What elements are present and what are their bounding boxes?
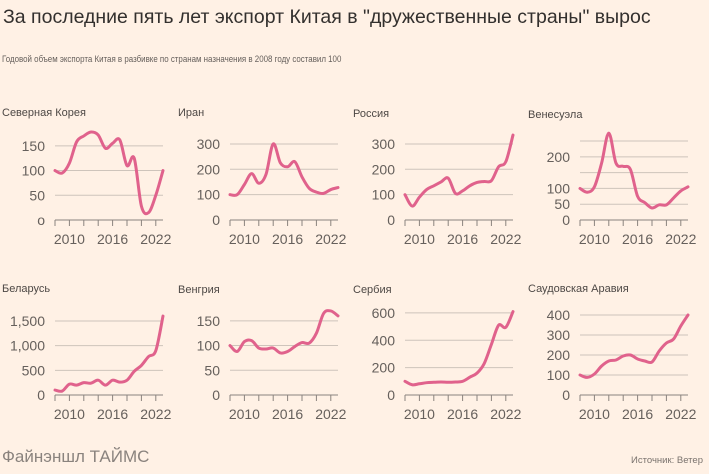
x-tick-label: 2022 [140, 231, 171, 247]
y-tick-label: 0 [387, 387, 395, 403]
y-tick-label: 0 [562, 212, 570, 228]
y-tick-label: 100 [372, 187, 396, 203]
x-tick-label: 2022 [490, 231, 521, 247]
source-note: Источник: Ветер [631, 455, 703, 466]
x-tick-label: 2022 [490, 406, 521, 422]
y-tick-label: 200 [372, 360, 396, 376]
y-tick-label: 100 [547, 367, 571, 383]
x-tick-label: 2016 [272, 231, 303, 247]
x-tick-label: 2010 [579, 406, 610, 422]
chart-panel: Россия 2010 2016 2022 0 100 200 300 [353, 108, 522, 247]
x-tick-label: 2010 [229, 406, 260, 422]
chart-subtitle: Годовой объем экспорта Китая в разбивке … [2, 54, 342, 64]
chart-panel: Венгрия 2010 2016 2022 0 50 100 150 [178, 284, 347, 422]
panel-title: Венесуэла [528, 109, 583, 121]
panel-title: Саудовская Аравия [528, 283, 629, 295]
y-tick-label: 150 [22, 138, 46, 154]
brand-logo-text: Файнэншл ТАЙМС [2, 447, 150, 466]
x-tick-label: 2016 [447, 406, 478, 422]
x-tick-label: 2022 [315, 406, 346, 422]
panel-title: Беларусь [2, 283, 50, 295]
y-tick-label: 50 [554, 196, 570, 212]
y-tick-label: 200 [372, 161, 396, 177]
panel-title: Северная Корея [2, 107, 86, 119]
x-tick-label: 2016 [622, 406, 653, 422]
y-tick-label: 300 [197, 136, 221, 152]
series-line [53, 314, 165, 393]
chart-panel: Иран 2010 2016 2022 0 100 200 300 [178, 107, 347, 247]
y-tick-label: 50 [204, 362, 220, 378]
x-tick-label: 2016 [97, 231, 128, 247]
y-tick-label: 300 [547, 327, 571, 343]
y-tick-label: 0 [212, 387, 220, 403]
y-tick-label: o [37, 212, 45, 228]
panel-title: Сербия [353, 284, 392, 296]
y-tick-label: 1,000 [10, 338, 45, 354]
x-tick-label: 2016 [97, 406, 128, 422]
y-tick-label: 200 [547, 149, 571, 165]
y-tick-label: 0 [37, 387, 45, 403]
y-tick-label: 400 [547, 307, 571, 323]
chart-panel: Саудовская Аравия 2010 2016 2022 0 100 200 300 4… [528, 283, 697, 422]
y-tick-label: 0 [562, 387, 570, 403]
x-tick-label: 2016 [272, 406, 303, 422]
series-line [403, 133, 515, 208]
y-tick-label: 400 [372, 332, 396, 348]
series-line [403, 310, 515, 387]
y-tick-label: 300 [372, 136, 396, 152]
series-line [53, 130, 165, 216]
y-tick-label: 100 [22, 163, 46, 179]
x-tick-label: 2010 [54, 231, 85, 247]
y-tick-label: 200 [547, 347, 571, 363]
chart-title: За последние пять лет экспорт Китая в "д… [3, 6, 651, 28]
y-tick-label: 500 [22, 362, 46, 378]
x-tick-label: 2022 [665, 406, 696, 422]
y-tick-label: 1,500 [10, 313, 45, 329]
y-tick-label: 600 [372, 305, 396, 321]
panel-title: Иран [178, 107, 204, 119]
panel-title: Россия [353, 108, 389, 120]
y-tick-label: 0 [387, 212, 395, 228]
series-line [228, 142, 340, 197]
y-tick-label: 200 [197, 161, 221, 177]
series-line [578, 131, 690, 210]
y-tick-label: 150 [197, 313, 221, 329]
chart-panel: Сербия 2010 2016 2022 0 200 400 600 [353, 284, 522, 422]
x-tick-label: 2010 [579, 231, 610, 247]
x-tick-label: 2010 [404, 231, 435, 247]
chart-panel: Беларусь 2010 2016 2022 0 500 1,000 1,500 [2, 283, 172, 422]
y-tick-label: 50 [29, 187, 45, 203]
y-tick-label: 0 [212, 212, 220, 228]
panel-title: Венгрия [178, 284, 220, 296]
x-tick-label: 2010 [54, 406, 85, 422]
chart-panel: Северная Корея 2010 2016 2022 o 50 100 150 [2, 107, 172, 247]
x-tick-label: 2022 [665, 231, 696, 247]
y-tick-label: 100 [547, 180, 571, 196]
series-line [228, 309, 340, 355]
x-tick-label: 2016 [447, 231, 478, 247]
x-tick-label: 2016 [622, 231, 653, 247]
series-line [578, 313, 690, 379]
x-tick-label: 2022 [140, 406, 171, 422]
y-tick-label: 100 [197, 187, 221, 203]
y-tick-label: 100 [197, 338, 221, 354]
x-tick-label: 2010 [404, 406, 435, 422]
x-tick-label: 2010 [229, 231, 260, 247]
x-tick-label: 2022 [315, 231, 346, 247]
